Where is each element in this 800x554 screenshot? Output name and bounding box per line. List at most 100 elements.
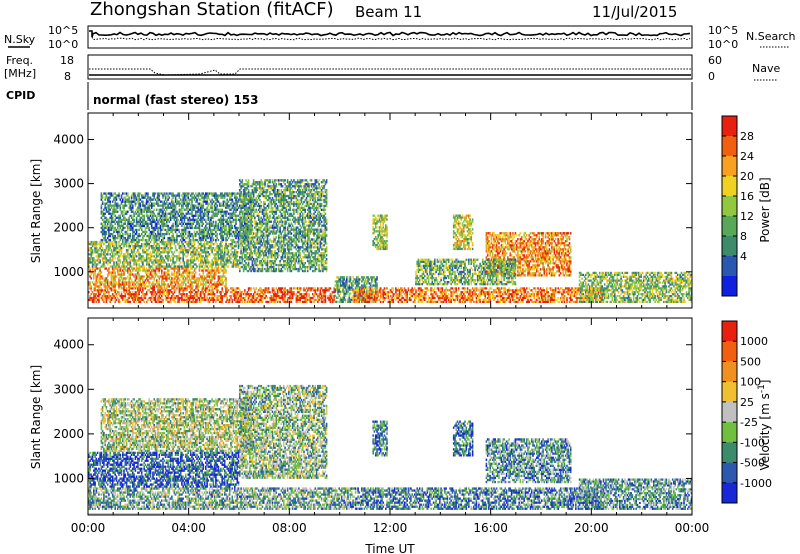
echo-cell (133, 263, 135, 266)
echo-cell (174, 277, 177, 280)
echo-cell (246, 226, 249, 229)
echo-cell (184, 265, 187, 268)
echo-cell (197, 210, 200, 213)
echo-cell (106, 298, 109, 301)
echo-cell (127, 261, 129, 264)
echo-cell (181, 232, 183, 236)
echo-cell (100, 240, 103, 244)
echo-cell (144, 204, 147, 207)
echo-cell (109, 240, 111, 244)
echo-cell (100, 222, 103, 225)
echo-cell (225, 243, 227, 246)
echo-cell (179, 265, 182, 268)
echo-cell (216, 234, 218, 238)
echo-cell (93, 287, 95, 290)
echo-cell (93, 293, 95, 296)
echo-cell (330, 291, 333, 294)
echo-cell (88, 298, 90, 301)
echo-cell (184, 298, 187, 301)
echo-cell (172, 253, 174, 256)
echo-cell (140, 296, 143, 300)
echo-cell (200, 216, 202, 219)
echo-cell (148, 196, 150, 199)
echo-cell (193, 194, 196, 197)
echo-cell (148, 247, 150, 250)
echo-cell (226, 265, 228, 268)
echo-cell (216, 267, 218, 270)
echo-cell (255, 185, 257, 188)
echo-cell (223, 261, 226, 264)
echo-cell (153, 259, 155, 262)
echo-cell (150, 261, 153, 264)
echo-cell (186, 273, 188, 276)
echo-cell (247, 260, 250, 263)
echo-cell (181, 204, 183, 207)
echo-cell (135, 212, 138, 215)
echo-cell (250, 248, 252, 251)
echo-cell (232, 263, 235, 266)
echo-cell (144, 269, 147, 272)
echo-cell (167, 212, 169, 215)
echo-cell (153, 228, 155, 232)
echo-cell (159, 251, 162, 254)
echo-cell (299, 298, 301, 301)
echo-cell (101, 232, 104, 236)
echo-cell (138, 196, 140, 199)
echo-cell (113, 287, 115, 290)
echo-cell (217, 224, 220, 228)
echo-cell (179, 232, 182, 236)
echo-cell (132, 253, 134, 256)
echo-cell (157, 238, 159, 242)
echo-cell (193, 249, 196, 252)
echo-cell (187, 298, 189, 301)
echo-cell (110, 296, 113, 300)
echo-cell (119, 245, 122, 248)
echo-cell (232, 253, 235, 256)
echo-cell (230, 228, 232, 232)
echo-cell (189, 194, 192, 197)
echo-cell (274, 300, 276, 303)
echo-cell (157, 275, 159, 278)
echo-cell (305, 287, 308, 290)
echo-cell (211, 204, 213, 207)
echo-cell (142, 298, 144, 301)
echo-cell (120, 281, 123, 284)
echo-cell (313, 295, 315, 298)
echo-cell (205, 228, 207, 232)
echo-cell (153, 251, 155, 254)
echo-cell (109, 226, 111, 230)
echo-cell (217, 279, 220, 282)
echo-cell (200, 208, 202, 211)
echo-cell (227, 265, 230, 268)
echo-cell (111, 224, 114, 228)
echo-cell (332, 300, 334, 303)
echo-cell (122, 204, 124, 207)
echo-cell (179, 222, 182, 225)
echo-cell (98, 295, 100, 298)
echo-cell (222, 255, 225, 258)
echo-cell (206, 259, 208, 262)
echo-cell (210, 285, 212, 288)
echo-cell (116, 263, 119, 266)
echo-cell (196, 200, 198, 203)
echo-cell (178, 271, 181, 274)
echo-cell (106, 279, 109, 282)
echo-cell (138, 273, 140, 276)
echo-cell (133, 281, 135, 284)
echo-cell (152, 210, 154, 213)
echo-cell (206, 261, 208, 264)
echo-cell (250, 246, 252, 249)
echo-cell (266, 300, 269, 303)
echo-cell (118, 218, 120, 221)
echo-cell (159, 300, 162, 303)
echo-cell (186, 208, 188, 211)
echo-cell (182, 273, 184, 276)
echo-cell (128, 206, 130, 209)
echo-cell (106, 206, 109, 209)
echo-cell (159, 253, 162, 256)
echo-cell (303, 287, 305, 290)
echo-cell (217, 298, 220, 301)
echo-cell (196, 265, 198, 268)
echo-cell (167, 226, 169, 230)
echo-cell (212, 220, 215, 223)
